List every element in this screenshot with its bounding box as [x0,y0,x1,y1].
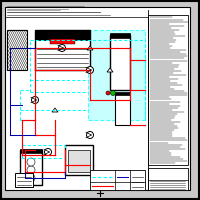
Circle shape [44,148,52,156]
Bar [15,173,33,187]
Circle shape [27,166,35,174]
Bar [148,15,188,165]
Circle shape [27,158,35,166]
Polygon shape [107,68,113,72]
Circle shape [58,45,66,51]
Bar [68,150,90,172]
Bar [90,170,145,190]
Bar [110,35,130,90]
Bar [110,33,130,38]
Bar [88,30,145,120]
Circle shape [110,90,116,96]
Bar [115,93,130,125]
Circle shape [86,66,94,73]
Bar [115,92,130,95]
Circle shape [32,97,38,104]
Polygon shape [52,108,58,112]
Bar [35,30,90,70]
Bar [20,149,42,153]
Circle shape [86,132,94,138]
Polygon shape [87,46,93,50]
Circle shape [106,91,110,95]
Bar [148,168,188,190]
Bar [20,150,42,185]
Bar [7,30,27,70]
Bar [50,39,75,44]
Bar [35,30,90,40]
Bar [65,145,93,175]
Circle shape [27,174,35,182]
